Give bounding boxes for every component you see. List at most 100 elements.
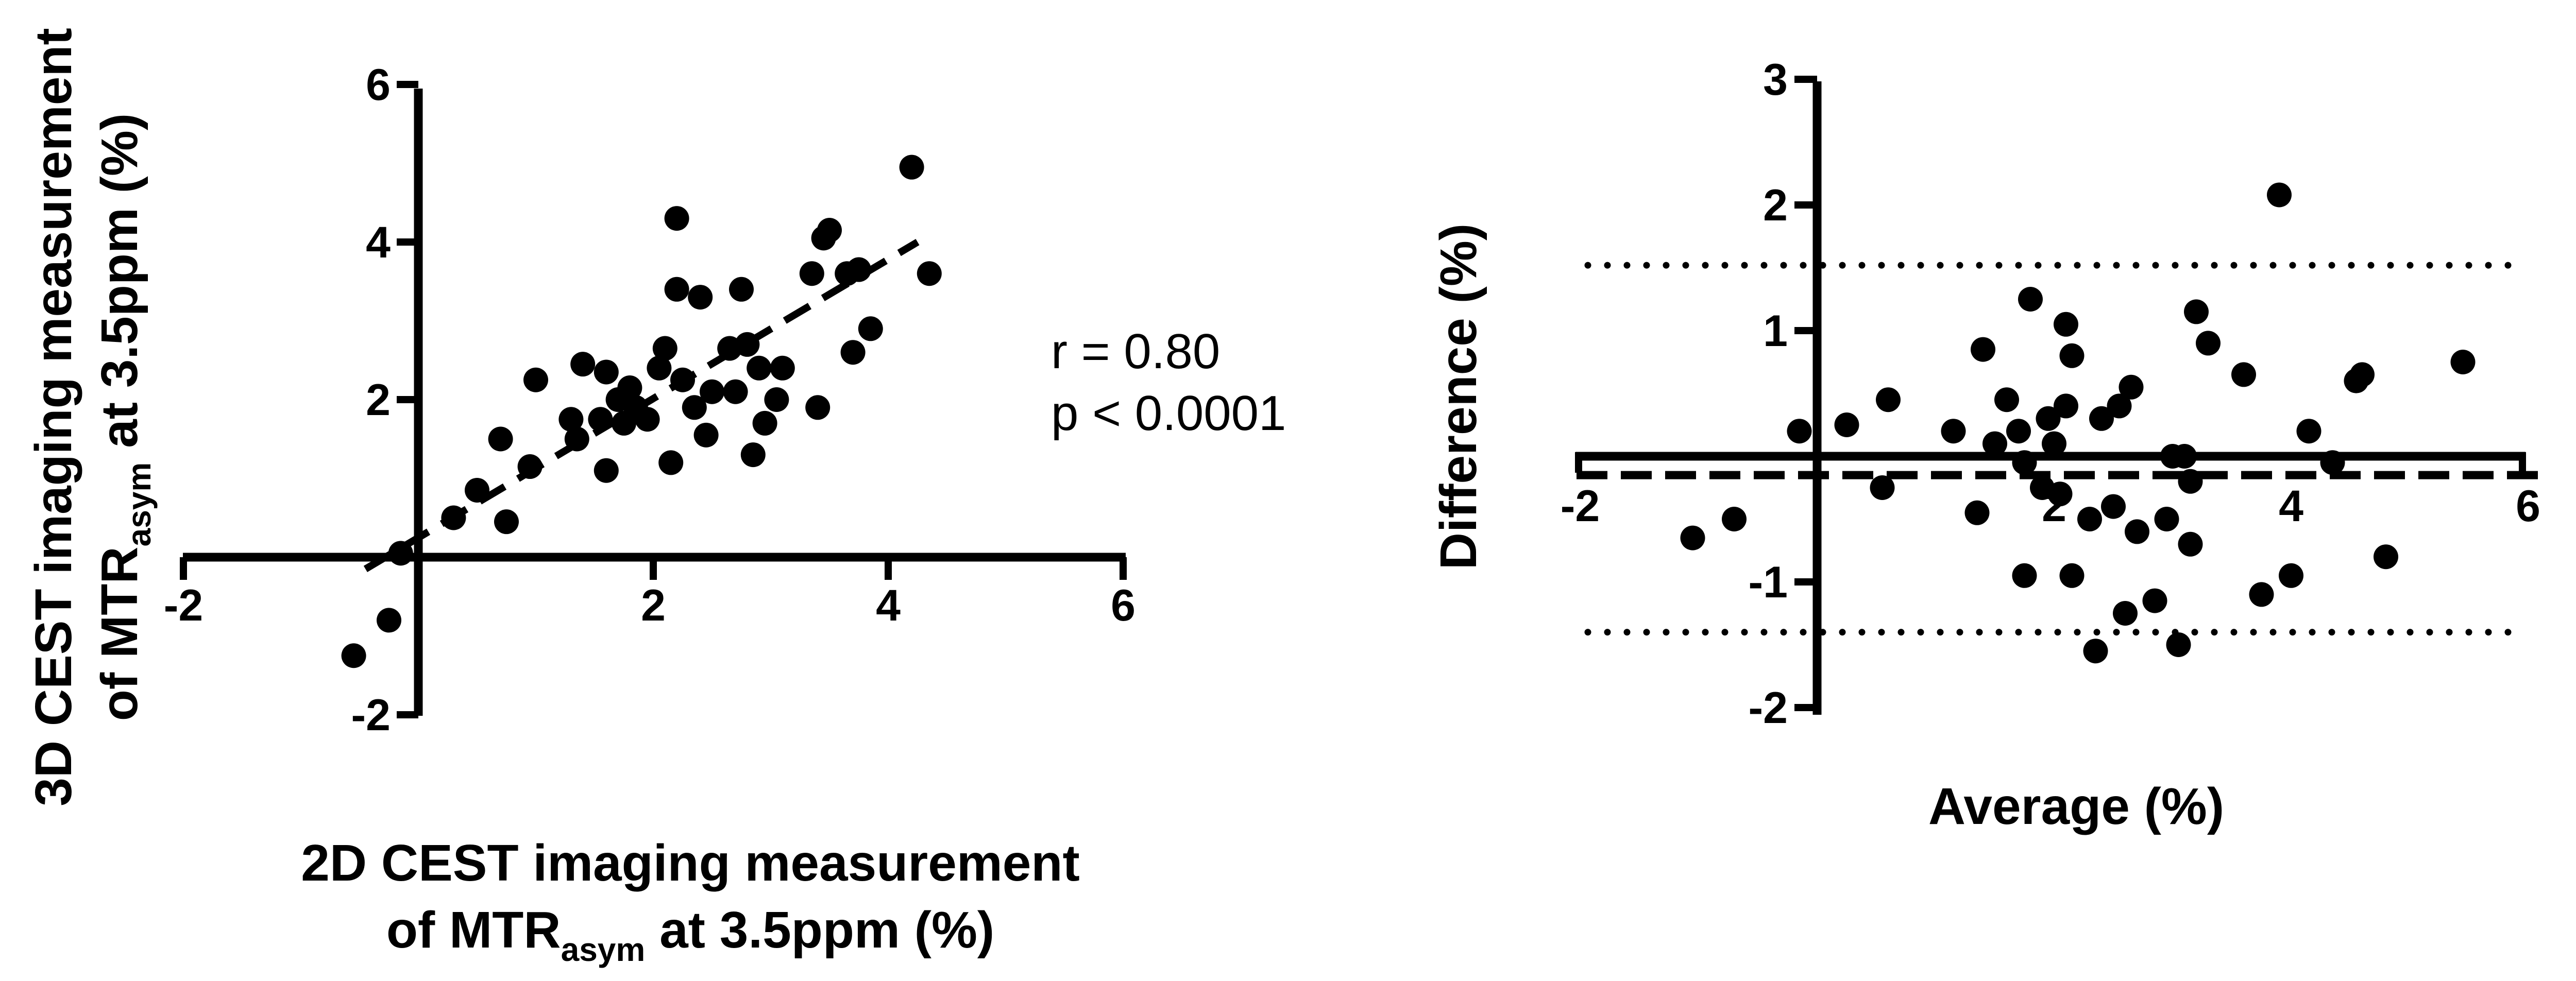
left-data-point xyxy=(523,367,548,392)
left-x-tick-label: 2 xyxy=(641,581,666,630)
right-data-point xyxy=(2178,531,2203,557)
left-data-point xyxy=(488,426,513,452)
right-y-label: Difference (%) xyxy=(1430,223,1487,570)
correlation-plot: -2 2 4 6 -2 2 4 6 r = 0.80 p < 0.0001 2D CEST i… xyxy=(25,28,1286,968)
right-data-point xyxy=(2113,601,2138,626)
left-y-label-mtr: of MTR xyxy=(91,546,148,721)
left-y-tick-label: 4 xyxy=(366,218,391,267)
left-data-point xyxy=(899,154,924,180)
right-data-point xyxy=(2125,519,2149,544)
left-data-point xyxy=(700,379,724,404)
right-x-label: Average (%) xyxy=(1928,778,2224,835)
right-data-point xyxy=(1941,419,1966,444)
left-data-point xyxy=(723,379,748,404)
left-data-point xyxy=(840,340,866,365)
right-y-tick-label: 3 xyxy=(1763,55,1788,105)
left-data-point xyxy=(594,359,619,385)
left-x-label-sub: asym xyxy=(561,931,646,968)
left-data-point xyxy=(817,218,842,243)
right-data-point xyxy=(2083,639,2108,664)
right-data-point xyxy=(2154,507,2179,531)
right-data-point xyxy=(1680,525,1705,550)
right-data-point xyxy=(2006,419,2031,444)
left-x-label-line1: 2D CEST imaging measurement xyxy=(301,834,1080,892)
left-data-point xyxy=(729,277,754,302)
right-data-point xyxy=(2042,431,2066,456)
left-data-point xyxy=(770,355,795,381)
right-x-tick-label: 6 xyxy=(2516,481,2540,531)
left-data-point xyxy=(664,277,689,302)
right-data-point xyxy=(1994,387,2019,412)
left-data-point xyxy=(594,458,619,483)
right-data-point xyxy=(2012,450,2037,475)
left-points xyxy=(341,154,942,668)
right-data-point xyxy=(2350,362,2375,387)
right-data-point xyxy=(2231,362,2256,387)
left-data-point xyxy=(465,477,489,503)
left-y-tick-label: 2 xyxy=(366,375,391,425)
right-y-tick-label: -1 xyxy=(1749,558,1788,607)
right-data-point xyxy=(2296,419,2321,444)
right-data-point xyxy=(2142,588,2167,613)
left-y-label-line2: of MTRasym at 3.5ppm (%) xyxy=(91,113,158,721)
right-data-point xyxy=(1982,431,2007,456)
left-x-label-rest: at 3.5ppm (%) xyxy=(645,901,994,959)
left-data-point xyxy=(377,608,401,633)
left-data-point xyxy=(617,375,642,401)
left-data-point xyxy=(693,422,719,448)
right-data-point xyxy=(2450,350,2476,374)
left-data-point xyxy=(388,541,413,566)
left-y-tick-label: -2 xyxy=(351,691,391,740)
right-data-point xyxy=(2059,563,2084,588)
right-x-tick-label: 4 xyxy=(2279,481,2303,531)
left-data-point xyxy=(570,352,596,377)
left-ticks: -2 2 4 6 -2 2 4 6 xyxy=(164,60,1136,740)
right-data-point xyxy=(2012,563,2037,588)
left-y-tick-label: 6 xyxy=(366,60,391,110)
right-data-point xyxy=(2166,632,2191,657)
right-data-point xyxy=(2089,406,2114,431)
left-data-point xyxy=(341,643,366,668)
right-data-point xyxy=(2119,374,2144,400)
right-data-point xyxy=(2054,393,2078,419)
left-y-label: 3D CEST imaging measurement of MTRasym a… xyxy=(25,28,158,806)
left-data-point xyxy=(664,206,689,231)
left-x-tick-label: -2 xyxy=(164,581,203,630)
right-data-point xyxy=(2267,182,2292,208)
right-data-point xyxy=(2018,287,2043,312)
right-data-point xyxy=(2184,299,2209,324)
right-data-point xyxy=(2374,544,2398,570)
right-data-point xyxy=(2249,582,2274,607)
left-data-point xyxy=(688,285,713,310)
right-data-point xyxy=(2059,343,2084,368)
left-x-label-line2: of MTRasym at 3.5ppm (%) xyxy=(386,901,994,968)
annotation-p: p < 0.0001 xyxy=(1051,386,1286,441)
right-x-tick-label: -2 xyxy=(1561,481,1600,531)
right-y-tick-label: 2 xyxy=(1763,181,1788,230)
right-data-point xyxy=(1834,412,1859,437)
left-y-label-line1: 3D CEST imaging measurement xyxy=(25,28,82,806)
right-data-point xyxy=(1876,387,1901,412)
left-data-point xyxy=(517,454,543,479)
right-data-point xyxy=(2196,331,2221,356)
left-data-point xyxy=(647,355,672,381)
left-data-point xyxy=(747,355,772,381)
right-data-point xyxy=(2172,444,2197,469)
right-data-point xyxy=(2107,393,2132,419)
left-data-point xyxy=(799,261,824,286)
left-x-label-mtr: of MTR xyxy=(386,901,561,959)
right-data-point xyxy=(2054,312,2078,337)
left-data-point xyxy=(740,442,766,468)
left-x-tick-label: 4 xyxy=(876,581,901,630)
left-data-point xyxy=(494,509,519,535)
right-data-point xyxy=(1870,475,1895,500)
annotation-r: r = 0.80 xyxy=(1051,324,1220,379)
right-data-point xyxy=(2047,481,2073,507)
right-data-point xyxy=(2178,469,2203,494)
right-data-point xyxy=(2077,507,2102,531)
left-data-point xyxy=(752,410,777,436)
right-data-point xyxy=(2320,450,2345,475)
